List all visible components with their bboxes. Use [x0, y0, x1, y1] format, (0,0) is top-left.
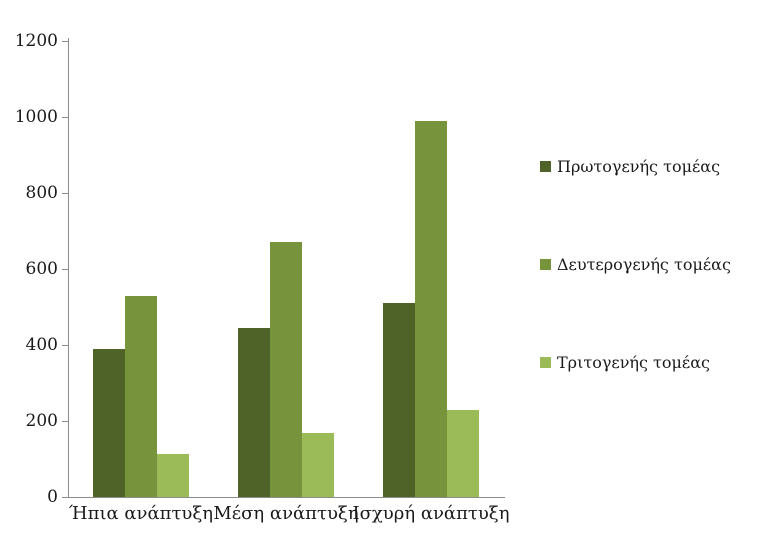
y-axis-tick: [62, 117, 68, 118]
bar-series3-cat2: [302, 433, 334, 497]
x-axis-category-label: Ισχυρή ανάπτυξη: [352, 503, 510, 524]
bar-series2-cat3: [415, 120, 447, 497]
bar-series1-cat2: [238, 327, 270, 497]
legend-item-tertiary-sector: Τριτογενής τομέας: [540, 351, 710, 373]
bar-series1-cat1: [93, 348, 125, 497]
y-axis-tick-label: 200: [25, 411, 58, 431]
legend-swatch-tertiary-icon: [540, 356, 551, 368]
bar-series2-cat2: [270, 242, 302, 497]
y-axis-tick-label: 800: [25, 183, 58, 203]
y-axis-tick-label: 400: [25, 335, 58, 355]
y-axis-tick: [62, 421, 68, 422]
x-axis-category-label: Μέση ανάπτυξη: [213, 503, 359, 524]
legend-label-primary-sector: Πρωτογενής τομέας: [557, 156, 721, 176]
legend-item-secondary-sector: Δευτερογενής τομέας: [540, 253, 731, 275]
legend-swatch-primary-icon: [540, 160, 551, 172]
y-axis-line: [68, 38, 69, 497]
x-axis-category-label: Ήπια ανάπτυξη: [68, 503, 214, 524]
y-axis-tick: [62, 345, 68, 346]
y-axis-tick-label: 1000: [14, 107, 58, 127]
y-axis-tick: [62, 193, 68, 194]
bar-series2-cat1: [125, 295, 157, 497]
x-axis-line: [68, 497, 505, 498]
legend-item-primary-sector: Πρωτογενής τομέας: [540, 155, 720, 177]
y-axis-tick: [62, 269, 68, 270]
y-axis-tick-label: 0: [47, 487, 58, 507]
legend-label-secondary-sector: Δευτερογενής τομέας: [557, 254, 731, 274]
legend-label-tertiary-sector: Τριτογενής τομέας: [557, 352, 710, 372]
bar-series1-cat3: [383, 303, 415, 497]
bar-series3-cat1: [157, 454, 189, 497]
bar-series3-cat3: [447, 409, 479, 497]
legend-swatch-secondary-icon: [540, 258, 551, 270]
y-axis-tick: [62, 497, 68, 498]
y-axis-tick-label: 1200: [14, 31, 58, 51]
y-axis-tick-label: 600: [25, 259, 58, 279]
y-axis-tick: [62, 41, 68, 42]
